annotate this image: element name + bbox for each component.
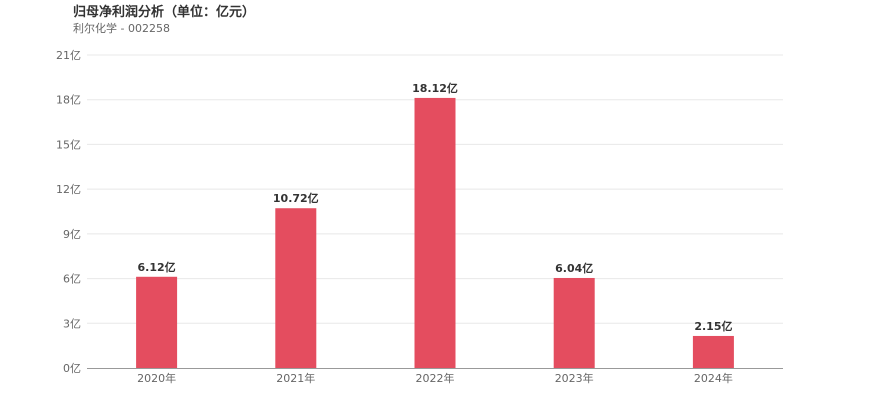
x-tick-label: 2021年	[276, 371, 315, 385]
x-axis-ticks: 2020年 2021年 2022年 2023年 2024年	[137, 371, 733, 385]
chart-title: 归母净利润分析（单位：亿元）	[73, 5, 256, 20]
data-label: 6.12亿	[138, 260, 176, 274]
bar[interactable]	[414, 97, 456, 368]
data-labels: 6.12亿 10.72亿 18.12亿 6.04亿 2.15亿	[138, 81, 733, 333]
bar[interactable]	[692, 335, 734, 368]
y-tick-label: 12亿	[56, 183, 81, 196]
y-tick-label: 18亿	[56, 94, 81, 107]
x-tick-label: 2022年	[416, 371, 455, 385]
y-tick-label: 9亿	[63, 228, 81, 241]
y-tick-label: 15亿	[56, 138, 81, 151]
x-tick-label: 2023年	[555, 371, 594, 385]
data-label: 2.15亿	[694, 319, 732, 333]
bar[interactable]	[275, 208, 317, 368]
data-label: 6.04亿	[555, 261, 593, 275]
y-tick-label: 21亿	[56, 49, 81, 62]
chart-subtitle: 利尔化学 - 002258	[73, 22, 170, 35]
bar[interactable]	[553, 277, 595, 368]
data-label: 18.12亿	[412, 81, 458, 95]
y-axis-ticks: 0亿 3亿 6亿 9亿 12亿 15亿 18亿 21亿	[56, 49, 81, 375]
y-tick-label: 3亿	[63, 317, 81, 330]
x-tick-label: 2020年	[137, 371, 176, 385]
y-tick-label: 0亿	[63, 362, 81, 375]
bar[interactable]	[136, 276, 178, 368]
data-label: 10.72亿	[273, 191, 319, 205]
x-tick-label: 2024年	[694, 371, 733, 385]
y-tick-label: 6亿	[63, 273, 81, 286]
bars	[136, 97, 734, 368]
